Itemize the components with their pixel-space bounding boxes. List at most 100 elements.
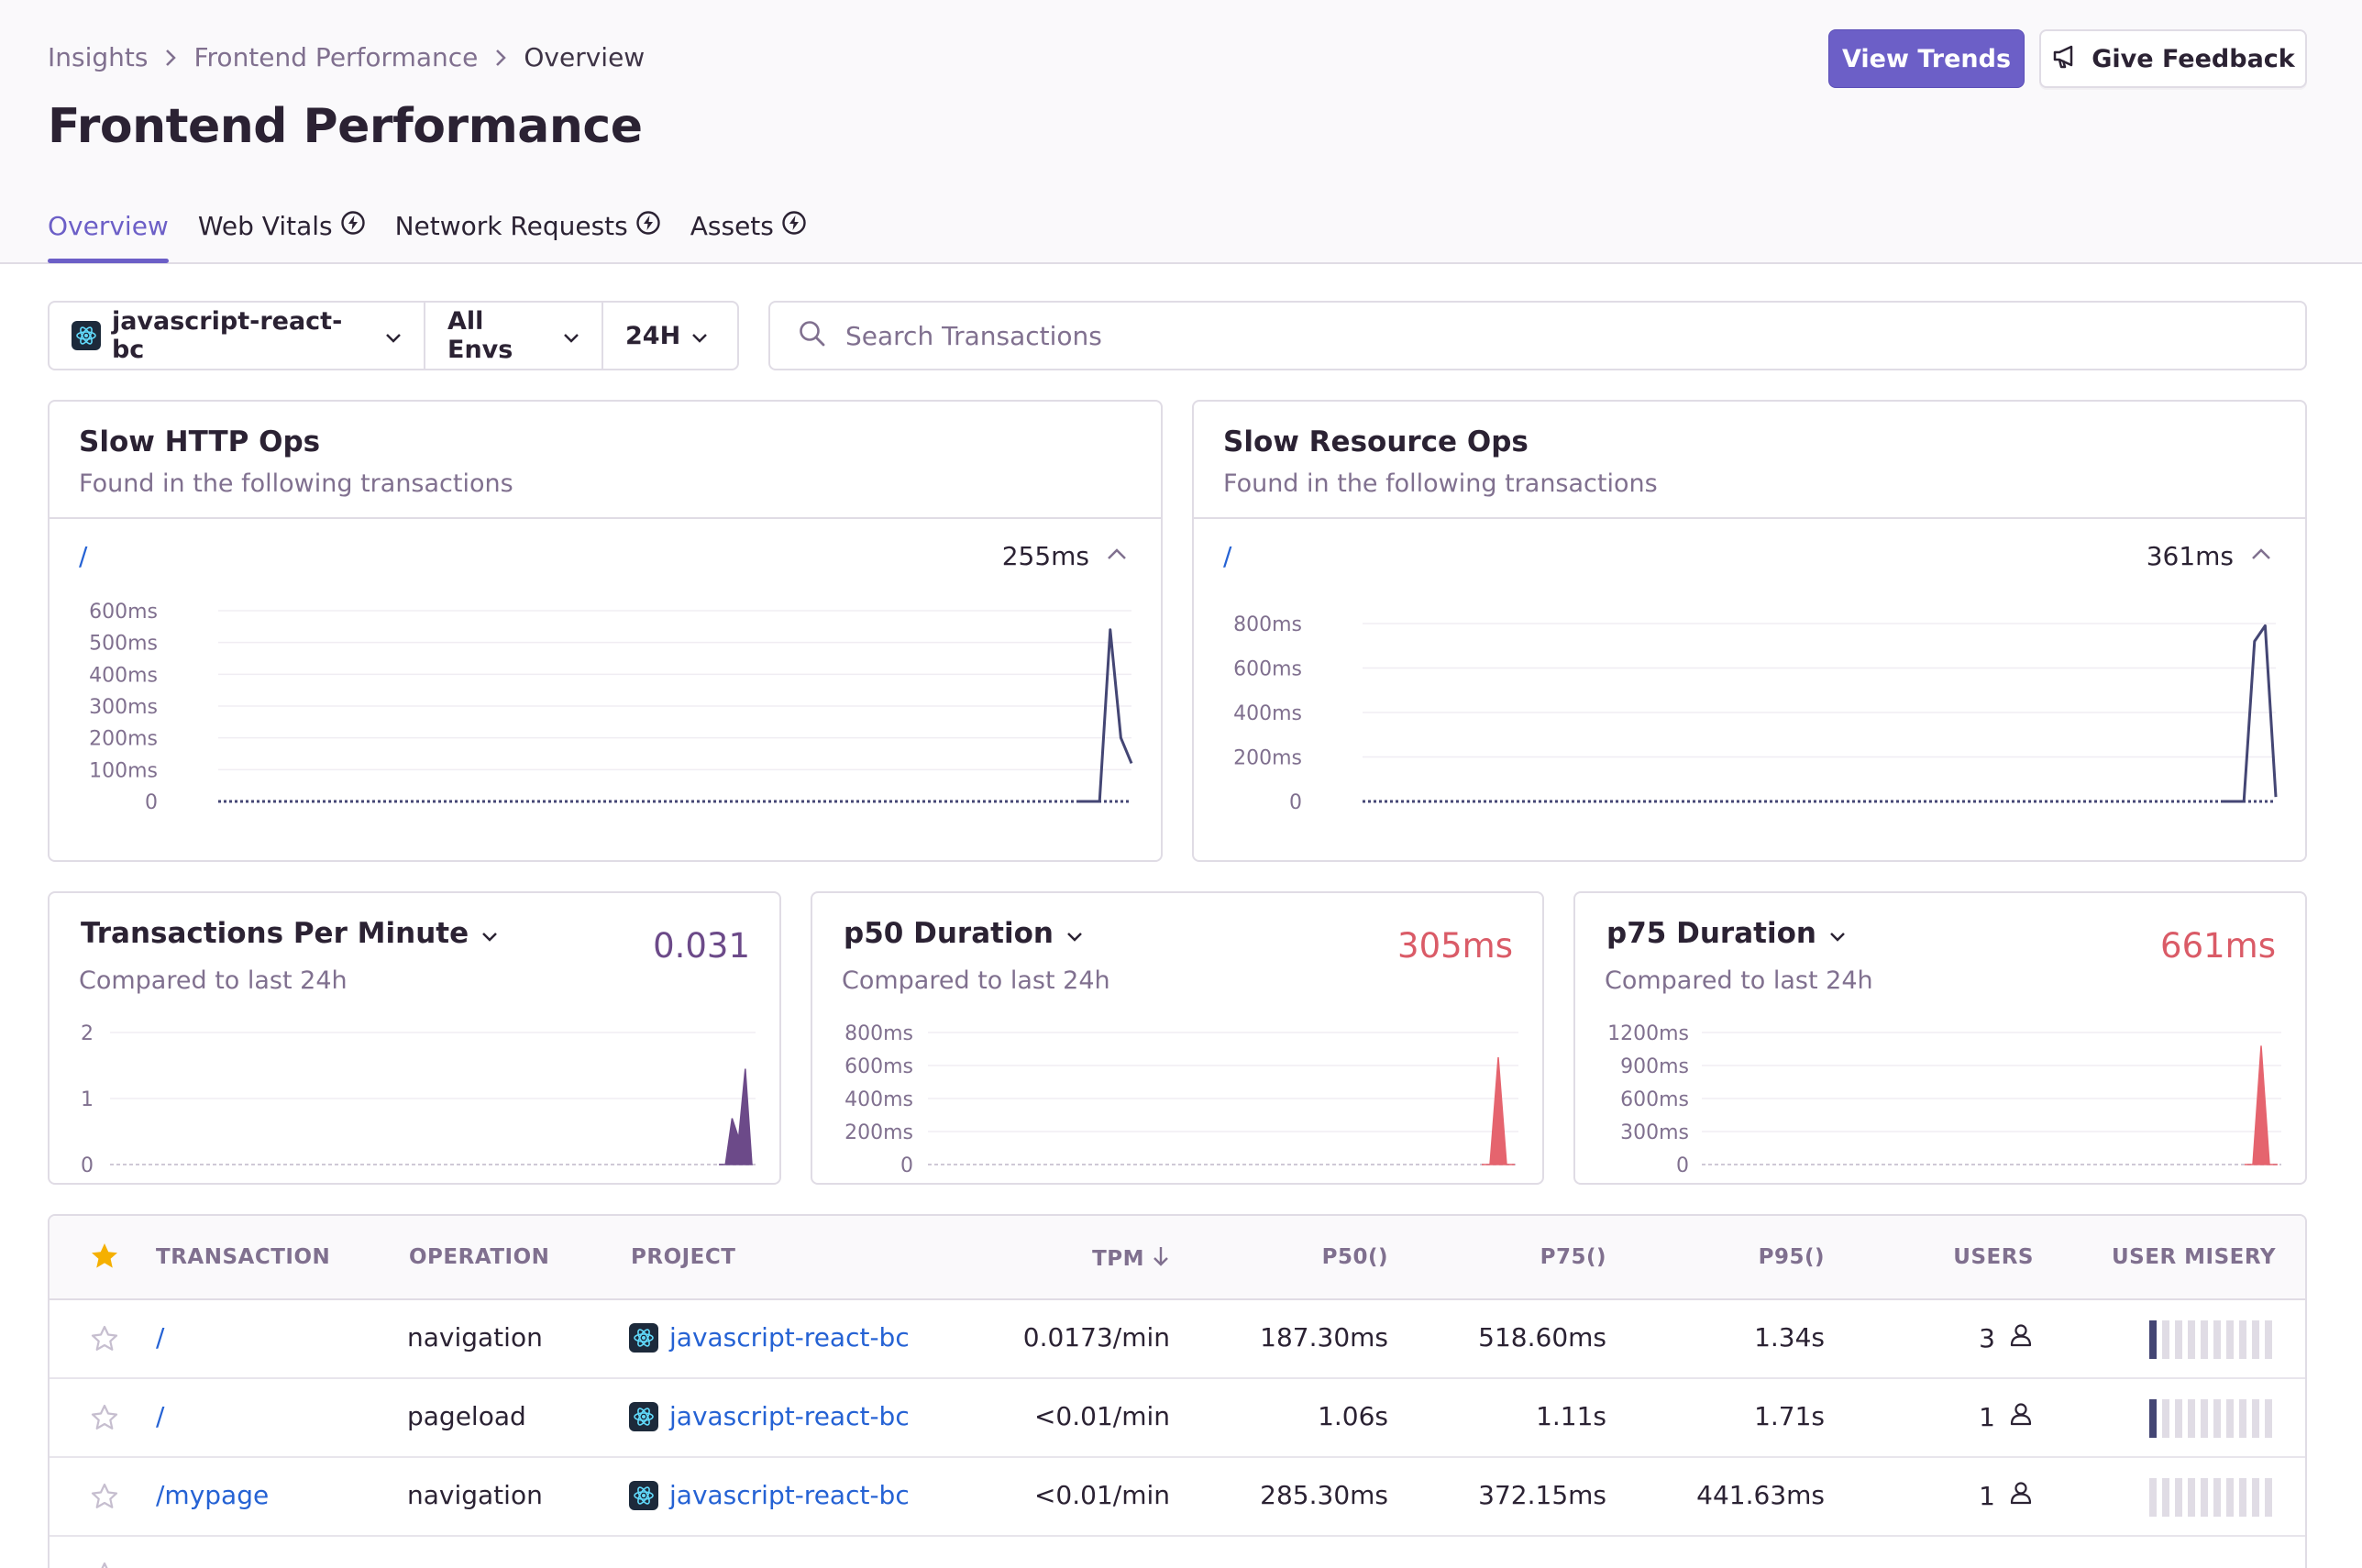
column-header-p50[interactable]: P50() bbox=[1321, 1245, 1388, 1269]
lightning-icon bbox=[635, 210, 661, 242]
project-link[interactable]: javascript-react-bc bbox=[669, 1401, 910, 1431]
chevron-up-icon[interactable] bbox=[2250, 547, 2272, 565]
user-misery-bar bbox=[2149, 1478, 2272, 1517]
search-input[interactable] bbox=[845, 320, 2221, 351]
give-feedback-button[interactable]: Give Feedback bbox=[2039, 29, 2307, 88]
page-header: Insights Frontend Performance Overview F… bbox=[0, 0, 2362, 264]
tab-network-requests[interactable]: Network Requests bbox=[395, 207, 661, 244]
tab-overview[interactable]: Overview bbox=[48, 207, 169, 263]
column-header-tpm-label: TPM bbox=[1092, 1247, 1144, 1271]
p75-duration-panel: p75 Duration Compared to last 24h 661ms … bbox=[1573, 891, 2307, 1185]
y-tick-label: 800ms bbox=[1233, 613, 1302, 636]
column-header-project[interactable]: PROJECT bbox=[631, 1245, 736, 1269]
column-header-transaction[interactable]: TRANSACTION bbox=[156, 1245, 331, 1269]
metric-title[interactable]: p50 Duration bbox=[844, 917, 1083, 950]
y-tick-label: 200ms bbox=[844, 1121, 913, 1144]
p75-cell: 372.15ms bbox=[1478, 1480, 1606, 1510]
column-header-user-misery[interactable]: USER MISERY bbox=[2112, 1245, 2276, 1269]
tab-web-vitals[interactable]: Web Vitals bbox=[198, 207, 366, 244]
project-filter[interactable]: javascript-react-bc bbox=[50, 303, 424, 369]
p50-cell: 285.30ms bbox=[1260, 1480, 1388, 1510]
star-outline-icon[interactable] bbox=[90, 1482, 119, 1515]
tab-assets[interactable]: Assets bbox=[690, 207, 807, 244]
breadcrumb-insights[interactable]: Insights bbox=[48, 42, 149, 72]
transaction-link[interactable]: / bbox=[79, 541, 88, 571]
tab-label: Web Vitals bbox=[197, 210, 333, 241]
react-icon bbox=[72, 321, 101, 350]
slow-resource-ops-panel: Slow Resource Ops Found in the following… bbox=[1192, 400, 2307, 862]
p50-cell: 187.30ms bbox=[1260, 1322, 1388, 1353]
metric-subtitle: Compared to last 24h bbox=[842, 966, 1110, 995]
series-area bbox=[1482, 1056, 1515, 1165]
star-outline-icon[interactable] bbox=[90, 1324, 119, 1357]
metric-value: 0.031 bbox=[653, 926, 750, 966]
chevron-down-icon bbox=[481, 917, 498, 950]
chevron-up-icon[interactable] bbox=[1106, 547, 1128, 565]
chevron-down-icon bbox=[563, 322, 579, 350]
y-tick-label: 400ms bbox=[89, 664, 158, 687]
star-outline-icon[interactable] bbox=[90, 1403, 119, 1436]
table-header: TRANSACTION OPERATION PROJECT TPM P50() … bbox=[50, 1216, 2305, 1300]
metric-title[interactable]: Transactions Per Minute bbox=[81, 917, 498, 950]
series-line bbox=[1078, 628, 1133, 803]
view-trends-label: View Trends bbox=[1841, 44, 2012, 73]
chevron-down-icon bbox=[385, 322, 402, 350]
metric-value: 661ms bbox=[2160, 926, 2276, 966]
metric-value: 305ms bbox=[1397, 926, 1513, 966]
transaction-link[interactable]: / bbox=[156, 1401, 165, 1431]
y-tick-label: 600ms bbox=[89, 601, 158, 624]
react-icon bbox=[629, 1322, 658, 1353]
project-link[interactable]: javascript-react-bc bbox=[669, 1322, 910, 1353]
chevron-down-icon bbox=[1066, 917, 1083, 950]
metric-subtitle: Compared to last 24h bbox=[79, 966, 348, 995]
y-tick-label: 200ms bbox=[89, 728, 158, 751]
p75-cell: 1.11s bbox=[1536, 1401, 1606, 1431]
metric-title[interactable]: p75 Duration bbox=[1606, 917, 1846, 950]
metric-subtitle: Compared to last 24h bbox=[1605, 966, 1873, 995]
tab-label: Network Requests bbox=[394, 210, 628, 241]
y-tick-label: 600ms bbox=[844, 1055, 913, 1078]
y-tick-label: 600ms bbox=[1620, 1088, 1689, 1111]
column-header-p95[interactable]: P95() bbox=[1758, 1245, 1825, 1269]
y-tick-label: 200ms bbox=[1233, 747, 1302, 770]
users-cell: 1 bbox=[1979, 1401, 2034, 1433]
y-tick-label: 600ms bbox=[1233, 658, 1302, 681]
y-tick-label: 400ms bbox=[844, 1088, 913, 1111]
metric-title-label: p50 Duration bbox=[844, 917, 1054, 950]
panel-title: Slow HTTP Ops bbox=[79, 425, 321, 458]
chevron-down-icon bbox=[1829, 917, 1846, 950]
breadcrumb-frontend-performance[interactable]: Frontend Performance bbox=[193, 42, 479, 72]
y-tick-label: 100ms bbox=[89, 759, 158, 782]
p95-cell: 441.63ms bbox=[1696, 1480, 1825, 1510]
column-header-tpm[interactable]: TPM bbox=[1092, 1245, 1170, 1273]
y-tick-label: 500ms bbox=[89, 633, 158, 656]
user-icon bbox=[2008, 1322, 2034, 1354]
environment-filter[interactable]: All Envs bbox=[424, 303, 602, 369]
react-icon bbox=[629, 1401, 658, 1431]
star-filled-icon[interactable] bbox=[90, 1242, 119, 1275]
users-count: 3 bbox=[1979, 1323, 1995, 1353]
transaction-link[interactable]: / bbox=[156, 1322, 165, 1353]
environment-filter-label: All Envs bbox=[447, 307, 513, 364]
series-area bbox=[719, 1068, 753, 1165]
column-header-users[interactable]: USERS bbox=[1953, 1245, 2034, 1269]
project-link[interactable]: javascript-react-bc bbox=[669, 1480, 910, 1510]
transaction-link[interactable]: /mypage bbox=[156, 1480, 270, 1510]
p50-duration-panel: p50 Duration Compared to last 24h 305ms … bbox=[811, 891, 1544, 1185]
column-header-p75[interactable]: P75() bbox=[1540, 1245, 1606, 1269]
users-cell: 3 bbox=[1979, 1322, 2034, 1354]
period-filter[interactable]: 24H bbox=[602, 303, 730, 369]
star-outline-icon[interactable] bbox=[90, 1561, 119, 1568]
y-tick-label: 2 bbox=[81, 1022, 94, 1045]
chevron-down-icon bbox=[691, 322, 708, 350]
view-trends-button[interactable]: View Trends bbox=[1828, 29, 2025, 88]
chevron-right-icon bbox=[164, 48, 177, 68]
series-area bbox=[2245, 1045, 2278, 1165]
user-icon bbox=[2008, 1401, 2034, 1433]
y-tick-label: 0 bbox=[145, 791, 158, 814]
p95-cell: 1.71s bbox=[1754, 1401, 1825, 1431]
transaction-link[interactable]: / bbox=[1223, 541, 1232, 571]
y-tick-label: 300ms bbox=[89, 696, 158, 719]
column-header-operation[interactable]: OPERATION bbox=[409, 1245, 550, 1269]
y-tick-label: 0 bbox=[900, 1154, 913, 1177]
